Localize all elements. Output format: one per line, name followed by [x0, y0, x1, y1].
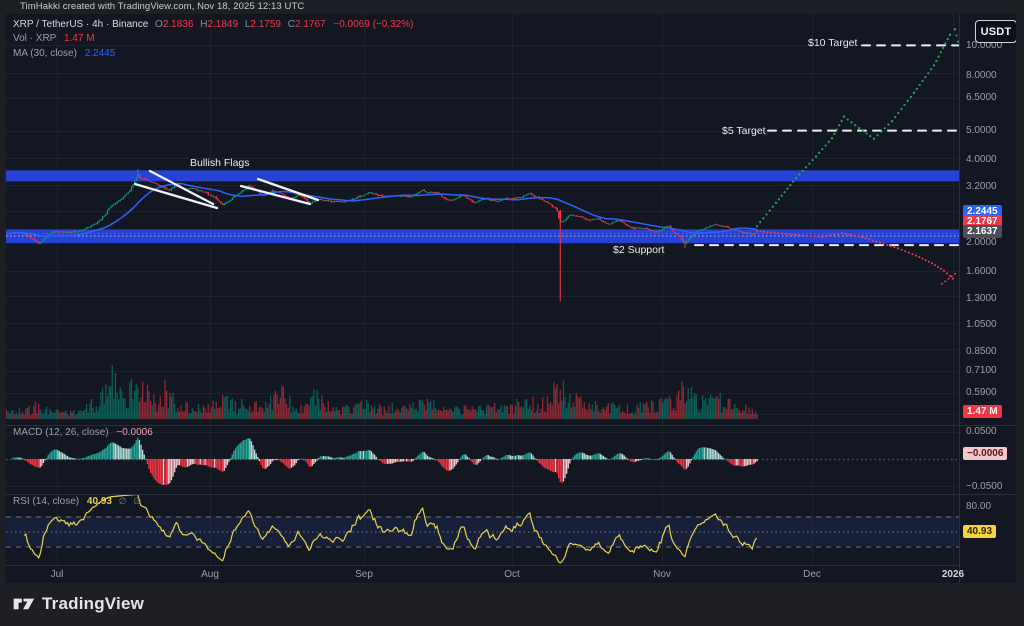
legend-symbol-row[interactable]: XRP / TetherUS · 4h · Binance O2.1836 H2… — [13, 18, 413, 32]
price-tick-label: −0.0500 — [966, 481, 1003, 492]
legend: XRP / TetherUS · 4h · Binance O2.1836 H2… — [13, 18, 413, 61]
ma-value: 2.2445 — [84, 47, 116, 59]
target-5-annotation[interactable]: $5 Target — [722, 125, 766, 137]
ohlc-close-value: 2.1767 — [294, 19, 326, 30]
ohlc-high-value: 2.1849 — [207, 19, 239, 30]
price-badge: 2.1767 — [963, 215, 1002, 228]
time-axis-label: Sep — [355, 569, 373, 580]
legend-volume-row[interactable]: Vol · XRP 1.47 M — [13, 32, 413, 46]
rsi-legend[interactable]: RSI (14, close) 40.93 ∅ ∅ — [13, 496, 141, 507]
price-tick-label: 0.7100 — [966, 365, 997, 376]
price-tick-label: 8.0000 — [966, 70, 997, 81]
price-tick-label: 1.6000 — [966, 266, 997, 277]
chart-widget: XRP / TetherUS · 4h · Binance O2.1836 H2… — [6, 14, 1016, 583]
time-axis-label: Dec — [803, 569, 821, 580]
price-badge: 1.47 M — [963, 405, 1002, 418]
price-badge: −0.0006 — [963, 447, 1008, 460]
macd-value: −0.0006 — [116, 427, 153, 438]
price-badge: 40.93 — [963, 525, 997, 538]
ma-label: MA (30, close) — [13, 47, 77, 59]
price-tick-label: 0.8500 — [966, 346, 997, 357]
legend-ma-row[interactable]: MA (30, close) 2.2445 — [13, 47, 413, 61]
bullish-flags-annotation[interactable]: Bullish Flags — [190, 157, 250, 169]
ohlc-open-key: O — [155, 19, 163, 30]
watermark-text: TimHakki created with TradingView.com, N… — [20, 1, 305, 12]
price-tick-label: 5.0000 — [966, 125, 997, 136]
ohlc-high-key: H — [200, 19, 208, 30]
ohlc-open-value: 2.1836 — [162, 19, 194, 30]
price-tick-label: 1.3000 — [966, 293, 997, 304]
support-2-annotation[interactable]: $2 Support — [613, 244, 665, 256]
pane-separator[interactable] — [6, 494, 1016, 495]
price-tick-label: 4.0000 — [966, 154, 997, 165]
change-value: −0.0069 (−0.32%) — [333, 19, 414, 30]
symbol-title: XRP / TetherUS · 4h · Binance — [13, 19, 149, 30]
currency-toggle-button[interactable]: USDT — [975, 20, 1016, 43]
time-axis-label: Aug — [201, 569, 219, 580]
tradingview-logo-icon — [13, 598, 35, 610]
price-tick-label: 6.5000 — [966, 92, 997, 103]
price-badge: 2.2445 — [963, 205, 1002, 218]
rsi-value: 40.93 — [86, 496, 112, 507]
time-axis-label: 2026 — [941, 569, 965, 580]
rsi-label: RSI (14, close) — [13, 496, 80, 507]
pane-separator[interactable] — [6, 425, 1016, 426]
volume-label: Vol · XRP — [13, 33, 57, 45]
bottom-bar: TradingView — [0, 583, 1024, 626]
price-tick-label: 2.0000 — [966, 237, 997, 248]
slash-circle-icon[interactable]: ∅ — [133, 496, 142, 506]
macd-label: MACD (12, 26, close) — [13, 427, 109, 438]
price-tick-label: 80.00 — [966, 501, 992, 512]
macd-legend[interactable]: MACD (12, 26, close) −0.0006 — [13, 427, 153, 438]
price-badge: 2.1637 — [963, 225, 1002, 238]
price-tick-label: 0.0500 — [966, 426, 997, 437]
time-axis-label: Nov — [653, 569, 671, 580]
price-tick-label: 0.5900 — [966, 387, 997, 398]
volume-value: 1.47 M — [63, 33, 95, 45]
chart-canvas[interactable] — [6, 14, 959, 565]
tradingview-logo-text: TradingView — [42, 593, 145, 613]
target-10-annotation[interactable]: $10 Target — [808, 37, 858, 49]
price-tick-label: 1.0500 — [966, 319, 997, 330]
ohlc-close-key: C — [287, 19, 295, 30]
price-tick-label: 10.0000 — [966, 40, 1003, 51]
price-scale[interactable]: 10.0000 8.0000 6.5000 5.0000 4.0000 3.2000 2.0… — [959, 14, 1016, 583]
time-axis[interactable]: Jul Aug Sep Oct Nov Dec 2026 — [6, 565, 964, 583]
ohlc-low-key: L — [244, 19, 251, 30]
ohlc-low-value: 2.1759 — [250, 19, 281, 30]
tradingview-logo[interactable]: TradingView — [12, 592, 144, 615]
time-axis-label: Jul — [50, 569, 64, 580]
slash-circle-icon[interactable]: ∅ — [118, 496, 127, 506]
time-axis-label: Oct — [504, 569, 520, 580]
price-tick-label: 3.2000 — [966, 181, 997, 192]
